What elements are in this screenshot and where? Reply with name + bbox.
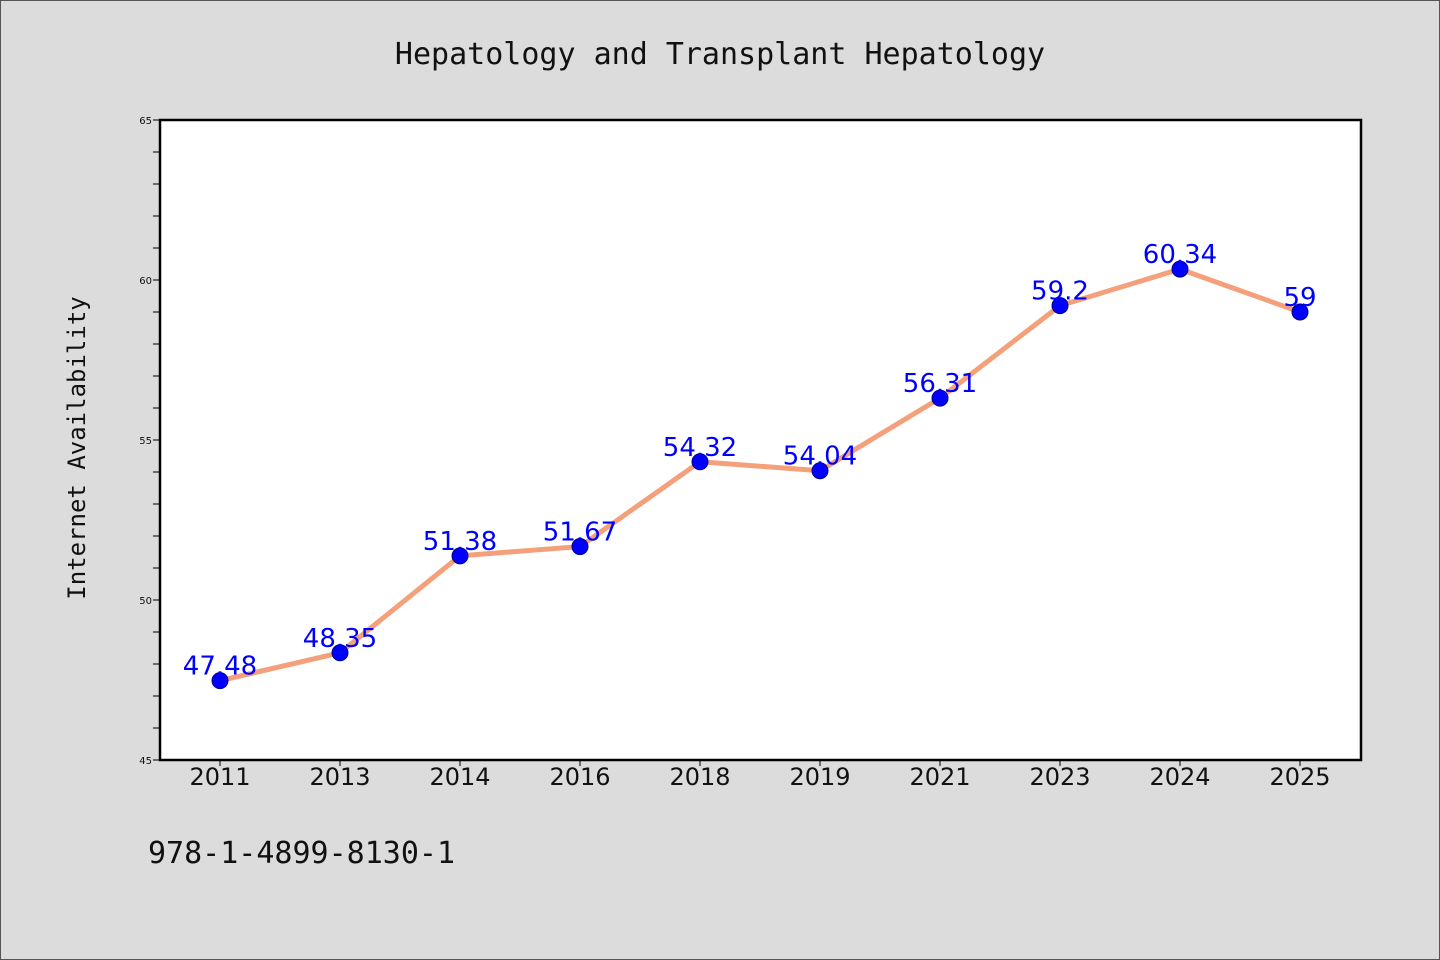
data-point	[1171, 260, 1189, 278]
plot-frame	[158, 118, 1363, 762]
x-tick-label: 2011	[189, 763, 250, 791]
data-point	[331, 644, 349, 662]
data-point	[811, 462, 829, 480]
data-label: 47.48	[183, 652, 257, 682]
y-tick-label: 65	[139, 116, 152, 127]
y-tick-label: 55	[139, 436, 152, 447]
data-point	[1051, 297, 1069, 315]
data-point	[571, 538, 589, 556]
y-tick-label: 50	[139, 596, 152, 607]
x-tick-label: 2023	[1029, 763, 1090, 791]
data-point	[451, 547, 469, 565]
data-label: 59	[1283, 283, 1316, 313]
y-axis-label: Internet Availability	[63, 296, 91, 599]
data-point	[211, 672, 229, 690]
x-tick-label: 2025	[1269, 763, 1330, 791]
y-axis: 45 50 55 60 65	[139, 116, 160, 767]
data-label: 60.34	[1143, 240, 1217, 270]
x-tick-label: 2024	[1149, 763, 1210, 791]
series-line	[217, 266, 1303, 684]
x-axis: 2011 2013 2014 2016 2018 2019 2021 2023 2024 2025	[189, 760, 1331, 791]
x-tick-label: 2016	[549, 763, 610, 791]
x-tick-label: 2014	[429, 763, 490, 791]
isbn-text: 978-1-4899-8130-1	[148, 836, 455, 871]
data-label: 54.32	[663, 433, 737, 463]
data-label-group: 47.48 48.35 51.38 51.67 54.32 54.04 56.31 59.2 6…	[183, 240, 1317, 682]
data-label: 59.2	[1031, 277, 1089, 307]
data-label: 51.67	[543, 518, 617, 548]
data-label: 56.31	[903, 369, 977, 399]
chart-title: Hepatology and Transplant Hepatology	[395, 37, 1045, 72]
series-group	[211, 260, 1309, 690]
data-point	[931, 389, 949, 407]
data-point	[691, 453, 709, 471]
data-label: 54.04	[783, 442, 857, 472]
x-tick-label: 2018	[669, 763, 730, 791]
data-label: 51.38	[423, 527, 497, 557]
x-tick-label: 2013	[309, 763, 370, 791]
y-tick-label: 45	[139, 756, 152, 767]
data-point	[1291, 303, 1309, 321]
x-tick-label: 2021	[909, 763, 970, 791]
data-label: 48.35	[303, 624, 377, 654]
y-tick-label: 60	[139, 276, 152, 287]
plot-area	[160, 120, 1361, 760]
x-tick-label: 2019	[789, 763, 850, 791]
